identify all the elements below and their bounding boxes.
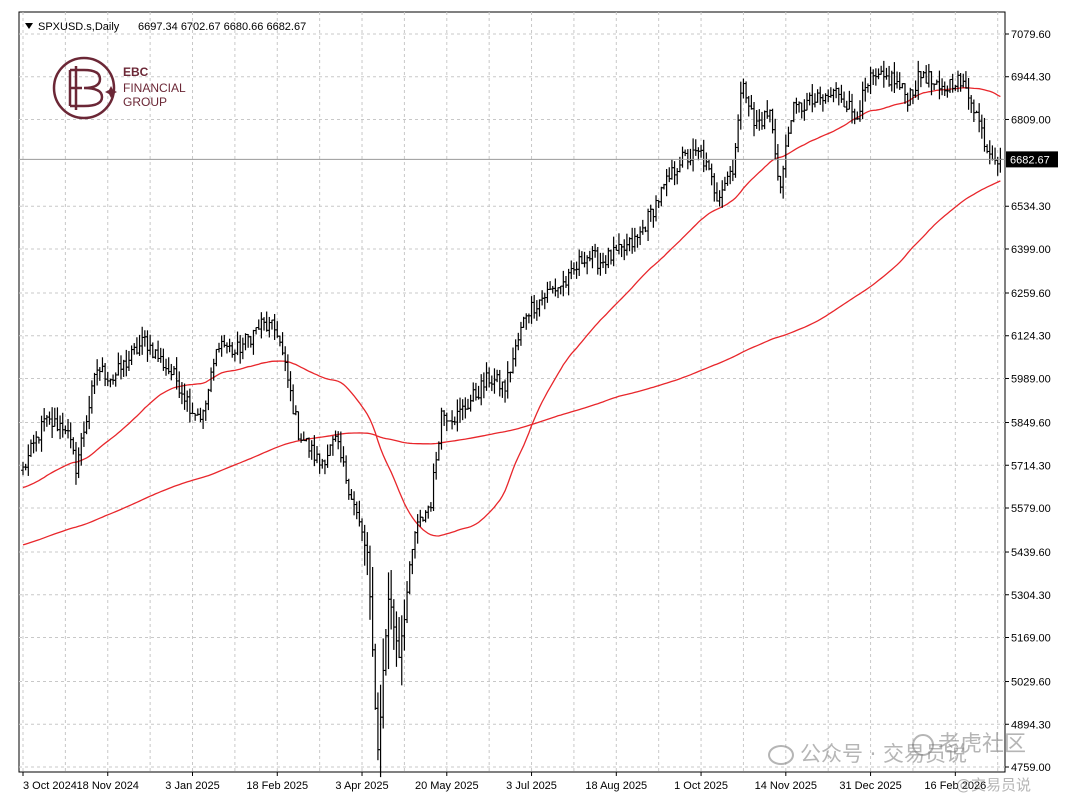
x-tick-label: 3 Jan 2025 [165, 780, 219, 792]
y-tick-label: 7079.60 [1011, 29, 1051, 41]
logo-line-group: GROUP [123, 95, 167, 109]
price-badge-value: 6682.67 [1010, 154, 1050, 166]
ohlc-values: 6697.34 6702.67 6680.66 6682.67 [138, 21, 306, 33]
plot-area [18, 11, 1006, 773]
moving-averages [22, 87, 1001, 546]
moving-average-50-line [22, 87, 1001, 537]
y-tick-label: 4759.00 [1011, 762, 1051, 774]
y-tick-label: 5439.60 [1011, 547, 1051, 559]
x-tick-label: 3 Jul 2025 [506, 780, 557, 792]
y-tick-label: 6259.60 [1011, 288, 1051, 300]
ohlc-bars [21, 60, 1003, 778]
watermark-community: 老虎社区 [912, 726, 1026, 758]
y-tick-label: 5579.00 [1011, 503, 1051, 515]
y-tick-label: 6944.30 [1011, 72, 1051, 84]
x-tick-label: 1 Oct 2025 [674, 780, 728, 792]
y-tick-label: 5714.30 [1011, 460, 1051, 472]
watermark-wechat: 公众号 · 交易员说 [768, 738, 967, 768]
x-axis: 3 Oct 2024 18 Nov 2024 3 Jan 2025 18 Feb 20… [22, 772, 986, 792]
y-tick-label: 6124.30 [1011, 331, 1051, 343]
logo-ring-icon [52, 56, 116, 120]
current-price-badge: 6682.67 [1006, 151, 1058, 168]
x-tick-label: 3 Apr 2025 [335, 780, 388, 792]
symbol-label: SPXUSD.s,Daily [38, 21, 120, 33]
x-tick-label: 20 May 2025 [415, 780, 479, 792]
x-tick-label: 14 Nov 2025 [755, 780, 817, 792]
watermark-channel: @交易员说 [956, 774, 1031, 795]
chart-header: SPXUSD.s,Daily 6697.34 6702.67 6680.66 6… [25, 21, 306, 33]
x-tick-label: 31 Dec 2025 [839, 780, 901, 792]
ebc-logo: EBC FINANCIAL GROUP [52, 56, 186, 120]
y-tick-label: 5304.30 [1011, 590, 1051, 602]
logo-mark-icon [68, 66, 104, 110]
x-tick-label: 16 Feb 2026 [924, 780, 986, 792]
y-tick-label: 5029.60 [1011, 677, 1051, 689]
y-tick-label: 6399.00 [1011, 244, 1051, 256]
logo-line-financial: FINANCIAL [123, 81, 186, 95]
y-tick-label: 6809.00 [1011, 114, 1051, 126]
x-tick-label: 18 Feb 2025 [246, 780, 308, 792]
grid [19, 12, 1005, 772]
x-tick-label: 3 Oct 2024 [23, 780, 77, 792]
y-tick-label: 5169.00 [1011, 632, 1051, 644]
logo-line-ebc: EBC [123, 65, 149, 79]
y-tick-label: 5989.00 [1011, 373, 1051, 385]
x-tick-label: 18 Aug 2025 [585, 780, 647, 792]
y-tick-label: 5849.60 [1011, 418, 1051, 430]
x-tick-label: 18 Nov 2024 [77, 780, 139, 792]
price-badge-background [1006, 151, 1058, 168]
y-axis: 7079.60 6944.30 6809.00 6534.30 6399.00 6259.… [1005, 29, 1051, 774]
logo-sparkle-icon [105, 86, 117, 98]
moving-average-200-line [22, 180, 1001, 546]
y-tick-label: 4894.30 [1011, 719, 1051, 731]
watermark-community-text: 老虎社区 [938, 732, 1027, 757]
y-tick-label: 6534.30 [1011, 201, 1051, 213]
dropdown-triangle-icon[interactable] [25, 23, 33, 29]
watermark-channel-text: @交易员说 [956, 776, 1032, 794]
watermark-wechat-text: 公众号 · 交易员说 [800, 742, 968, 766]
wechat-icon [768, 745, 794, 765]
tiger-icon [912, 734, 934, 756]
